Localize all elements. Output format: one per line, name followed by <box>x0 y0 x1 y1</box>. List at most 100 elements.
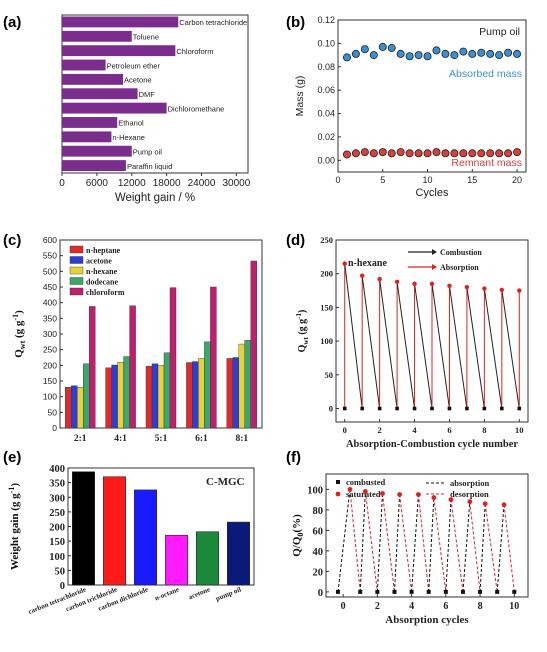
saturated-point-2 <box>380 491 385 496</box>
point-0-13 <box>459 47 468 56</box>
bar-5 <box>227 521 250 586</box>
combusted-point-3 <box>392 589 397 594</box>
legend-label: Absorption <box>440 263 479 272</box>
combusted-point-10 <box>517 406 522 411</box>
combusted-point-5 <box>426 589 431 594</box>
saturated-point-3 <box>397 492 403 497</box>
y-tick-label: 350 <box>49 479 65 490</box>
point-0-5 <box>387 44 396 53</box>
bar-1-1 <box>111 364 118 429</box>
y-tick-label: 200 <box>320 269 333 279</box>
point-0-2 <box>360 45 369 54</box>
combusted-point-6 <box>447 406 452 411</box>
saturated-point-9 <box>501 502 507 508</box>
saturated-point-8 <box>482 501 488 507</box>
point-1-13 <box>459 149 468 158</box>
y-tick-label: 50 <box>55 566 66 577</box>
bar-1-2 <box>151 363 159 429</box>
legend-swatch-0 <box>69 245 84 254</box>
absorbed-point-8 <box>482 286 487 291</box>
combusted-point-10 <box>512 589 517 594</box>
point-0-15 <box>477 48 486 57</box>
bar-2-0 <box>76 387 84 429</box>
x-axis-label: Cycles <box>415 187 449 199</box>
x-axis-label: Weight gain / % <box>115 192 195 204</box>
absorbed-point-5 <box>429 281 435 287</box>
bar-1-4 <box>232 357 240 429</box>
bar-0 <box>62 16 179 28</box>
point-0-10 <box>432 46 441 55</box>
y-tick-label: 400 <box>49 464 65 475</box>
y-tick-label: 150 <box>320 302 333 312</box>
combusted-point-2 <box>377 406 382 411</box>
combustion-line-1 <box>361 275 381 409</box>
combustion-line-6 <box>448 285 468 409</box>
point-1-15 <box>477 149 486 158</box>
x-tick-label: 8:1 <box>235 434 248 444</box>
y-tick-label: 20 <box>313 567 324 578</box>
bar-7 <box>62 117 118 128</box>
y-tick-label: 150 <box>49 537 65 548</box>
legend-label: saturated <box>346 489 381 499</box>
chart-title: Pump oil <box>479 26 520 38</box>
bar-0 <box>72 471 95 586</box>
point-1-8 <box>414 149 423 158</box>
y-axis-label: Qwt (g g-1) <box>11 310 27 358</box>
legend-arrow-absorption <box>432 264 437 270</box>
y-tick-label: 100 <box>49 552 65 563</box>
combusted-point-0 <box>342 406 347 411</box>
x-tick-label: 4:1 <box>114 434 127 444</box>
y-tick-label: 0 <box>52 423 57 433</box>
panel-label-d: (d) <box>286 232 305 249</box>
point-0-14 <box>468 49 477 58</box>
bar-2 <box>134 489 157 586</box>
bar-10 <box>62 160 126 171</box>
absorbed-point-2 <box>377 276 382 282</box>
legend-label: dodecane <box>86 278 118 287</box>
point-0-7 <box>405 52 414 61</box>
x-tick-label: n-octane <box>153 585 180 602</box>
bar-8 <box>62 131 112 143</box>
bar-label: DMF <box>139 90 156 99</box>
absorption-dash-9 <box>496 504 505 592</box>
series-label-remnant: Remnant mass <box>451 157 522 169</box>
legend-label: chloroform <box>86 288 125 297</box>
combustion-line-8 <box>483 288 503 409</box>
x-tick-label: 6000 <box>86 178 109 189</box>
legend-label: Combustion <box>440 248 482 257</box>
bar-label: Pump oil <box>133 147 163 156</box>
y-axis-label: Mass (g) <box>294 76 306 117</box>
y-tick-label: 150 <box>43 376 57 386</box>
absorbed-point-10 <box>517 288 522 293</box>
combusted-point-9 <box>495 589 500 594</box>
point-1-0 <box>342 150 351 159</box>
y-tick-label: 250 <box>49 508 65 519</box>
desorption-dash-3 <box>399 494 413 592</box>
combusted-point-1 <box>358 589 363 594</box>
bar-label: Acetone <box>124 76 152 85</box>
absorbed-point-4 <box>412 281 417 287</box>
saturated-point-6 <box>448 497 454 503</box>
point-1-19 <box>513 148 522 157</box>
y-tick-label: 100 <box>307 485 323 496</box>
desorption-dash-2 <box>381 493 395 592</box>
point-1-12 <box>450 149 459 158</box>
x-axis-label: Absorption cycles <box>385 614 469 626</box>
y-tick-label: 600 <box>43 235 57 245</box>
bar-6 <box>62 102 167 114</box>
legend-label: desorption <box>450 489 489 499</box>
saturated-point-0 <box>347 486 353 492</box>
absorbed-point-3 <box>394 279 400 284</box>
y-tick-label: 40 <box>313 547 324 558</box>
y-tick-label: 0 <box>329 404 333 414</box>
point-0-4 <box>378 42 387 51</box>
y-tick-label: 60 <box>313 526 324 537</box>
plot-frame <box>337 19 527 173</box>
x-tick-label: 0 <box>341 601 346 612</box>
y-tick-label: 50 <box>48 407 58 417</box>
panel-label-b: (b) <box>286 14 305 31</box>
absorption-dash-5 <box>428 497 435 592</box>
combusted-point-8 <box>482 406 487 411</box>
y-tick-label: 450 <box>43 282 57 292</box>
y-tick-label: 200 <box>43 360 57 370</box>
